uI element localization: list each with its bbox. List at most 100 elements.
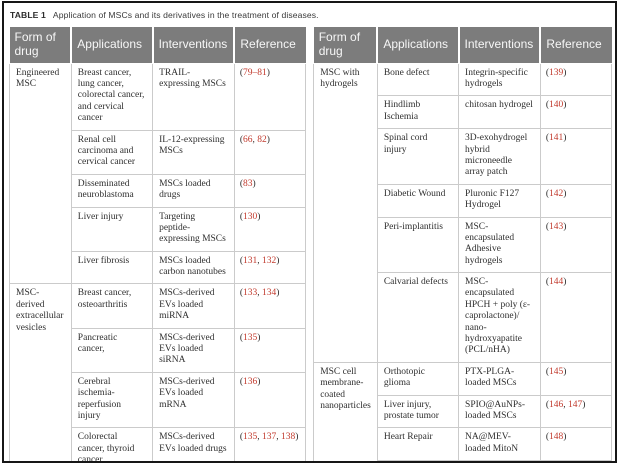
reference-citation-link[interactable]: (146, 147) (539, 394, 613, 429)
application-cell: Calvarial defects (376, 272, 460, 363)
table-caption: Application of MSCs and its derivatives … (52, 10, 319, 20)
table-row: Diabetic Wound Pluronic F127 Hydrogel (142… (314, 183, 613, 218)
intervention-cell: MSCs-derived EVs loaded drugs (152, 427, 235, 461)
header-row: Form of drug Applications Interventions Ref… (9, 27, 306, 64)
citation-number: 132 (262, 255, 277, 266)
reference-citation-link[interactable]: (133, 134) (233, 283, 307, 329)
reference-citation-link[interactable]: (143) (539, 216, 613, 274)
table-header-left: Form of drug Applications Interventions Ref… (9, 27, 306, 64)
citation-number: 144 (549, 277, 564, 288)
msc-table-left: Form of drug Applications Interventions Ref… (9, 27, 307, 461)
citation-number: 148 (549, 432, 564, 443)
citation-number: 147 (568, 399, 583, 410)
table-header-right: Form of drug Applications Interventions Ref… (313, 27, 612, 64)
intervention-cell: IL-12-expressing MSCs (152, 129, 235, 175)
table-row: Heart Repair NA@MEV-loaded MitoN (148) (314, 427, 613, 461)
reference-citation-link[interactable]: (141) (539, 128, 613, 185)
reference-citation-link[interactable]: (83) (233, 173, 307, 208)
application-cell: Cerebral ischemia-reperfusion injury (70, 371, 154, 429)
table-row: Peri-implantitis MSC-encapsulated Adhesiv… (314, 216, 613, 274)
intervention-cell: NA@MEV-loaded MitoN (458, 427, 541, 461)
intervention-cell: IFN-γ-expressing membrane particles (458, 460, 541, 461)
citation-number: 139 (549, 67, 564, 78)
citation-number: 135 (243, 332, 258, 343)
reference-citation-link[interactable]: (142) (539, 183, 613, 218)
column-header: Form of drug (9, 27, 72, 64)
column-header: Applications (376, 27, 459, 64)
table-row: Colorectal cancer, thyroid cancer, infla… (10, 427, 307, 461)
msc-table-right: Form of drug Applications Interventions Ref… (313, 27, 613, 461)
citation-number: 79 (243, 67, 253, 78)
table-row: Spinal cord injury 3D-exohydrogel hybrid … (314, 128, 613, 185)
citation-number: 131 (243, 255, 258, 266)
form-of-drug-cell: MSC with hydrogels (313, 62, 378, 363)
application-cell: Peri-implantitis (376, 216, 460, 274)
citation-number: 81 (257, 67, 267, 78)
table-row: MSC cell membrane-coated nanoparticles Or… (313, 361, 613, 461)
citation-number: 82 (257, 134, 267, 145)
application-cell: Breast cancer, lung cancer, colorectal c… (70, 62, 154, 131)
table-row: Immune diseasesIFN-γ-expressing membrane… (314, 460, 613, 461)
application-cell: Liver injury (70, 206, 154, 252)
citation-number: 130 (243, 211, 258, 222)
application-cell: Renal cell carcinoma and cervical cancer (70, 129, 154, 175)
reference-citation-link[interactable]: (79–81) (233, 62, 307, 131)
form-of-drug-cell: MSC cell membrane-coated nanoparticles (313, 361, 378, 461)
citation-number: 143 (549, 221, 564, 232)
application-cell: Diabetic Wound (376, 183, 460, 218)
citation-number: 66 (243, 134, 253, 145)
reference-citation-link[interactable]: (136) (233, 371, 307, 429)
column-header: Form of drug (313, 27, 378, 64)
application-cell: Bone defect (376, 62, 460, 97)
reference-citation-link[interactable]: (135, 137, 138) (233, 427, 307, 461)
table-row: Cerebral ischemia-reperfusion injury MSCs… (10, 371, 307, 429)
intervention-cell: SPIO@AuNPs-loaded MSCs (458, 394, 541, 429)
reference-citation-link[interactable]: (130) (233, 206, 307, 252)
reference-citation-link[interactable]: (131, 132) (233, 250, 307, 285)
table-row: Calvarial defects MSC-encapsulated HPCH +… (314, 272, 613, 363)
citation-number: 140 (549, 100, 564, 111)
intervention-cell: PTX-PLGA-loaded MSCs (458, 361, 541, 396)
reference-citation-link[interactable]: (135) (233, 327, 307, 373)
column-header: Reference (233, 27, 306, 64)
column-header: Applications (70, 27, 153, 64)
citation-number: 137 (262, 432, 277, 443)
citation-number: 83 (243, 178, 253, 189)
intervention-cell: Pluronic F127 Hydrogel (458, 183, 541, 218)
citation-number: 145 (549, 366, 564, 377)
reference-citation-link[interactable]: (106–108) (539, 460, 613, 461)
reference-citation-link[interactable]: (140) (539, 95, 613, 130)
citation-number: – (252, 67, 258, 78)
reference-citation-link[interactable]: (148) (539, 427, 613, 461)
application-cell: Hindlimb Ischemia (376, 95, 460, 130)
intervention-cell: chitosan hydrogel (458, 95, 541, 130)
citation-number: 135 (243, 432, 258, 443)
citation-number: 146 (549, 399, 564, 410)
intervention-cell: Integrin-specific hydrogels (458, 62, 541, 97)
application-cell: Heart Repair (376, 427, 460, 461)
form-of-drug-cell: Engineered MSC (9, 62, 72, 285)
citation-number: 138 (281, 432, 296, 443)
column-header: Reference (539, 27, 612, 64)
intervention-cell: MSCs loaded carbon nanotubes (152, 250, 235, 285)
table-row: Hindlimb Ischemia chitosan hydrogel (140) (314, 95, 613, 130)
citation-number: 134 (262, 288, 277, 299)
reference-citation-link[interactable]: (66, 82) (233, 129, 307, 175)
application-cell: Breast cancer, osteoarthritis (70, 283, 154, 329)
reference-citation-link[interactable]: (139) (539, 62, 613, 97)
table-row: Pancreatic cancer, MSCs-derived EVs loade… (10, 327, 307, 373)
application-cell: Orthotopic glioma (376, 361, 460, 396)
citation-number: 142 (549, 188, 564, 199)
application-cell: Spinal cord injury (376, 128, 460, 185)
column-header: Interventions (457, 27, 541, 64)
citation-number: 141 (549, 133, 564, 144)
reference-citation-link[interactable]: (144) (539, 272, 613, 363)
application-cell: Pancreatic cancer, (70, 327, 154, 373)
table-body-left: Engineered MSC Breast cancer, lung cancer… (9, 62, 307, 461)
intervention-cell: MSCs-derived EVs loaded mRNA (152, 371, 235, 429)
application-cell: Liver fibrosis (70, 250, 154, 285)
reference-citation-link[interactable]: (145) (539, 361, 613, 396)
table-row: Liver injury, prostate tumor SPIO@AuNPs-l… (314, 394, 613, 429)
table-panels: Form of drug Applications Interventions Ref… (9, 27, 613, 461)
